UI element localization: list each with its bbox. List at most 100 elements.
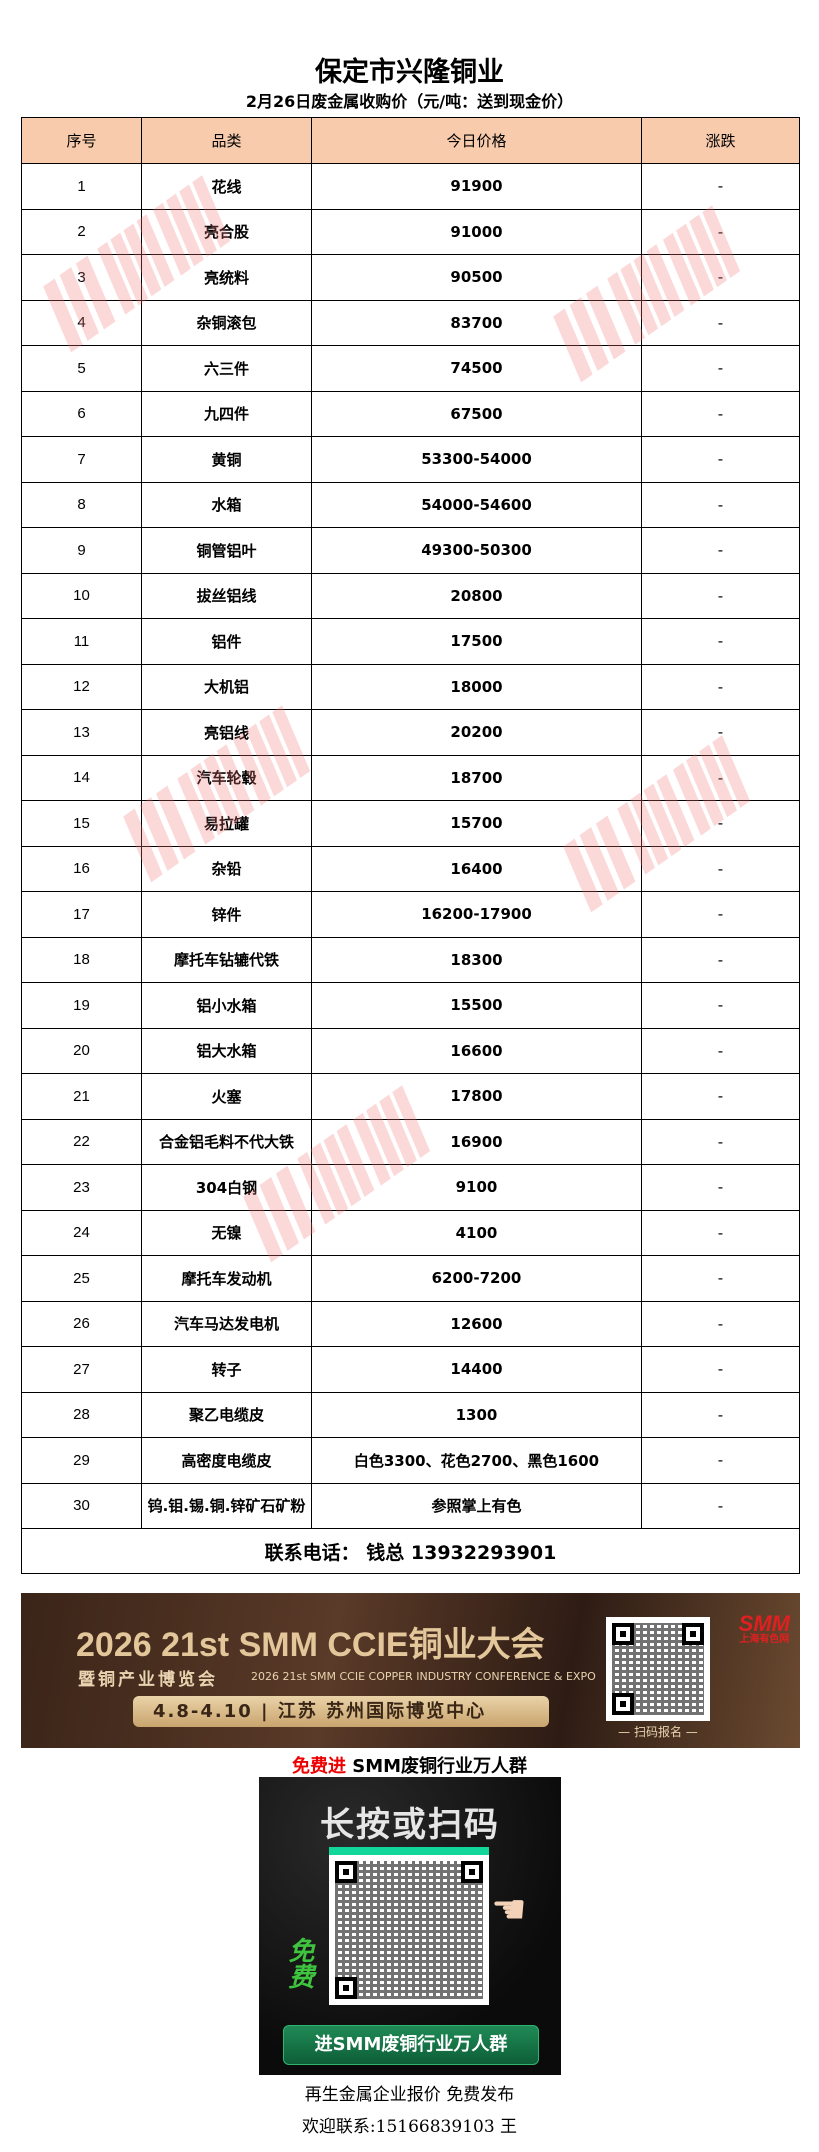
table-row: 5 六三件 74500- [21, 345, 800, 392]
cell-category: 水箱 [141, 481, 312, 528]
cell-category: 无镍 [141, 1209, 312, 1256]
table-row: 24 无镍 4100- [21, 1209, 800, 1256]
cell-change: - [641, 1118, 800, 1165]
cell-index: 21 [21, 1073, 142, 1120]
cell-change: - [641, 345, 800, 392]
cell-price: 16600 [311, 1027, 642, 1074]
cell-price: 17500 [311, 618, 642, 665]
cell-index: 26 [21, 1300, 142, 1347]
cell-category: 大机铝 [141, 663, 312, 710]
cell-index: 29 [21, 1437, 142, 1484]
qr-code-icon[interactable] [606, 1617, 710, 1721]
promo-join-button[interactable]: 进SMM废铜行业万人群 [283, 2025, 539, 2065]
cell-price: 6200-7200 [311, 1255, 642, 1302]
cell-category: 转子 [141, 1346, 312, 1393]
banner-date-venue: 4.8-4.10 | 江苏 苏州国际博览中心 [133, 1696, 549, 1727]
cell-index: 24 [21, 1209, 142, 1256]
table-row: 26 汽车马达发电机 12600- [21, 1300, 800, 1347]
table-row: 16 杂铅 16400- [21, 845, 800, 892]
table-row: 9 铜管铝叶 49300-50300- [21, 527, 800, 574]
cell-price: 白色3300、花色2700、黑色1600 [311, 1437, 642, 1484]
header-change: 涨跌 [641, 117, 800, 164]
group-qr-code-icon[interactable] [329, 1847, 489, 2005]
cell-category: 钨.钼.锡.铜.锌矿石矿粉 [141, 1482, 312, 1529]
promo-title: 长按或扫码 [320, 1805, 500, 1845]
page-title: 保定市兴隆铜业 [315, 57, 504, 88]
cell-index: 27 [21, 1346, 142, 1393]
cell-category: 304白钢 [141, 1164, 312, 1211]
table-header-row: 序号 品类 今日价格 涨跌 [21, 117, 800, 164]
smm-logo-text: SMM [738, 1611, 790, 1636]
cell-price: 91900 [311, 163, 642, 210]
cell-category: 汽车轮毂 [141, 754, 312, 801]
cell-index: 4 [21, 299, 142, 346]
cell-price: 53300-54000 [311, 436, 642, 483]
cell-price: 67500 [311, 390, 642, 437]
cell-change: - [641, 845, 800, 892]
banner-english: 2026 21st SMM CCIE COPPER INDUSTRY CONFE… [251, 1670, 596, 1683]
cell-change: - [641, 936, 800, 983]
cell-category: 铝小水箱 [141, 982, 312, 1029]
cell-category: 易拉罐 [141, 800, 312, 847]
cell-price: 91000 [311, 208, 642, 255]
pointing-hand-icon: ☚ [491, 1887, 527, 1933]
group-promo-image[interactable]: 长按或扫码 免费 ☚ 进SMM废铜行业万人群 [259, 1777, 561, 2075]
join-free: 免费进 [291, 1756, 346, 1777]
cell-category: 花线 [141, 163, 312, 210]
table-row: 21 火塞 17800- [21, 1073, 800, 1120]
cell-category: 亮统料 [141, 254, 312, 301]
cell-index: 28 [21, 1391, 142, 1438]
table-row: 20 铝大水箱 16600- [21, 1027, 800, 1074]
join-rest: SMM废铜行业万人群 [345, 1756, 528, 1777]
banner-title: 2026 21st SMM CCIE铜业大会 [76, 1626, 545, 1664]
cell-index: 1 [21, 163, 142, 210]
cell-category: 聚乙电缆皮 [141, 1391, 312, 1438]
cell-category: 拔丝铝线 [141, 572, 312, 619]
smm-logo: SMM 上海有色网 [739, 1613, 790, 1645]
table-row: 28 聚乙电缆皮 1300- [21, 1391, 800, 1438]
contact-row: 联系电话： 钱总 13932293901 [21, 1528, 800, 1574]
table-row: 6 九四件 67500- [21, 390, 800, 437]
header-price: 今日价格 [311, 117, 642, 164]
table-row: 2 亮合股 91000- [21, 208, 800, 255]
cell-price: 参照掌上有色 [311, 1482, 642, 1529]
cell-price: 20200 [311, 709, 642, 756]
cell-change: - [641, 1164, 800, 1211]
cell-change: - [641, 1482, 800, 1529]
table-row: 25 摩托车发动机 6200-7200- [21, 1255, 800, 1302]
table-row: 15 易拉罐 15700- [21, 800, 800, 847]
table-row: 23 304白钢 9100- [21, 1164, 800, 1211]
cell-category: 杂铜滚包 [141, 299, 312, 346]
cell-index: 9 [21, 527, 142, 574]
cell-change: - [641, 254, 800, 301]
cell-change: - [641, 208, 800, 255]
cell-price: 18300 [311, 936, 642, 983]
table-row: 12 大机铝 18000- [21, 663, 800, 710]
banner-subtitle: 暨铜产业博览会 [78, 1670, 218, 1690]
cell-change: - [641, 1209, 800, 1256]
cell-price: 90500 [311, 254, 642, 301]
cell-change: - [641, 800, 800, 847]
contact-phone: 联系电话： 钱总 13932293901 [21, 1528, 800, 1574]
cell-price: 74500 [311, 345, 642, 392]
promo-free: 免费 [284, 1937, 314, 1989]
cell-category: 亮合股 [141, 208, 312, 255]
header-index: 序号 [21, 117, 142, 164]
table-row: 7 黄铜 53300-54000- [21, 436, 800, 483]
footer-contact: 欢迎联系:15166839103 王 [301, 2117, 518, 2137]
cell-index: 2 [21, 208, 142, 255]
cell-category: 黄铜 [141, 436, 312, 483]
cell-index: 19 [21, 982, 142, 1029]
cell-price: 83700 [311, 299, 642, 346]
cell-category: 火塞 [141, 1073, 312, 1120]
cell-change: - [641, 1027, 800, 1074]
cell-category: 高密度电缆皮 [141, 1437, 312, 1484]
cell-category: 汽车马达发电机 [141, 1300, 312, 1347]
cell-index: 20 [21, 1027, 142, 1074]
page-subtitle: 2月26日废金属收购价（元/吨：送到现金价） [245, 92, 574, 111]
cell-change: - [641, 299, 800, 346]
cell-index: 10 [21, 572, 142, 619]
table-row: 29 高密度电缆皮 白色3300、花色2700、黑色1600- [21, 1437, 800, 1484]
conference-banner[interactable]: 2026 21st SMM CCIE铜业大会 暨铜产业博览会 2026 21st… [21, 1593, 800, 1748]
table-row: 19 铝小水箱 15500- [21, 982, 800, 1029]
